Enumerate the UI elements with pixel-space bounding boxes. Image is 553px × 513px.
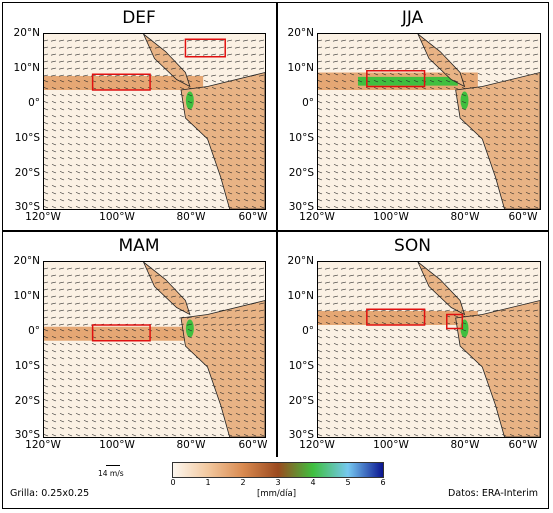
colorbar-unit: [mm/día] <box>257 489 297 499</box>
lon-label-120w: 120°W <box>299 439 335 451</box>
south-america-landmass <box>180 300 265 437</box>
lon-label-120w: 120°W <box>299 211 335 223</box>
panel-divider-vertical <box>276 2 278 457</box>
map-canvas <box>44 262 265 437</box>
lat-label-10n: 10°N <box>287 290 314 302</box>
south-america-landmass <box>455 300 540 437</box>
lat-label-20s: 20°S <box>288 167 314 179</box>
map-mam <box>43 261 266 438</box>
lat-label-20n: 20°N <box>287 27 314 39</box>
lat-label-10n: 10°N <box>287 62 314 74</box>
lat-label-10n: 10°N <box>13 290 40 302</box>
lon-label-80w: 80°W <box>176 439 206 451</box>
colorbar-tick: 6 <box>380 478 386 487</box>
colorbar <box>172 462 384 478</box>
lat-label-10s: 10°S <box>14 360 40 372</box>
lat-label-10s: 10°S <box>288 360 314 372</box>
lon-label-80w: 80°W <box>450 439 480 451</box>
wind-scale-label: 14 m/s <box>98 469 124 478</box>
precipitation-band <box>44 76 204 90</box>
lat-label-0: 0° <box>302 97 314 109</box>
map-canvas <box>318 34 540 209</box>
lon-label-60w: 60°W <box>238 211 268 223</box>
precipitation-band <box>318 311 478 325</box>
lat-label-10s: 10°S <box>14 132 40 144</box>
lat-label-20n: 20°N <box>13 255 40 267</box>
lon-label-100w: 100°W <box>99 211 135 223</box>
grid-note: Grilla: 0.25x0.25 <box>10 488 90 499</box>
lat-label-0: 0° <box>28 325 40 337</box>
lon-label-120w: 120°W <box>25 439 61 451</box>
panel-mam: MAM 20°N 10°N 0° 10°S 20°S 30°S 120°W 10… <box>2 230 276 458</box>
lon-label-80w: 80°W <box>450 211 480 223</box>
panel-title: SON <box>394 236 431 256</box>
colorbar-tick: 2 <box>240 478 246 487</box>
colorbar-tick: 4 <box>310 478 316 487</box>
map-jja <box>317 33 541 210</box>
precipitation-band <box>44 326 204 341</box>
wind-scale-arrow <box>106 465 120 466</box>
lat-label-20s: 20°S <box>14 167 40 179</box>
lon-label-60w: 60°W <box>238 439 268 451</box>
colorbar-tick: 0 <box>170 478 176 487</box>
lat-label-20s: 20°S <box>288 395 314 407</box>
lat-label-30s: 30°S <box>14 201 40 213</box>
map-def <box>43 33 266 210</box>
figure-frame <box>2 2 549 509</box>
lat-label-30s: 30°S <box>288 429 314 441</box>
panel-divider-horizontal <box>2 230 549 232</box>
source-note: Datos: ERA-Interim <box>448 488 538 499</box>
map-canvas <box>44 34 265 209</box>
lon-label-60w: 60°W <box>508 439 538 451</box>
panel-jja: JJA 20°N 10°N 0° 10°S 20°S 30°S 120°W 10… <box>276 2 549 230</box>
panel-title: MAM <box>118 236 160 256</box>
lat-label-20n: 20°N <box>13 27 40 39</box>
south-america-landmass <box>180 72 265 209</box>
lon-label-120w: 120°W <box>25 211 61 223</box>
lat-label-30s: 30°S <box>14 429 40 441</box>
panel-son: SON 20°N 10°N 0° 10°S 20°S 30°S 120°W 10… <box>276 230 549 458</box>
lat-label-20s: 20°S <box>14 395 40 407</box>
lat-label-20n: 20°N <box>287 255 314 267</box>
colorbar-tick: 1 <box>205 478 211 487</box>
map-canvas <box>318 262 540 437</box>
lat-label-30s: 30°S <box>288 201 314 213</box>
lon-label-100w: 100°W <box>99 439 135 451</box>
colorbar-tick: 5 <box>345 478 351 487</box>
lon-label-80w: 80°W <box>176 211 206 223</box>
map-son <box>317 261 541 438</box>
lat-label-0: 0° <box>28 97 40 109</box>
lon-label-100w: 100°W <box>373 439 409 451</box>
colorbar-tick: 3 <box>275 478 281 487</box>
lat-label-10n: 10°N <box>13 62 40 74</box>
panel-def: DEF 20°N 10°N 0° 10°S 20°S 30°S 120°W 10… <box>2 2 276 230</box>
lat-label-10s: 10°S <box>288 132 314 144</box>
south-america-landmass <box>455 72 540 209</box>
panel-title: JJA <box>401 8 424 28</box>
lat-label-0: 0° <box>302 325 314 337</box>
lon-label-100w: 100°W <box>373 211 409 223</box>
lon-label-60w: 60°W <box>508 211 538 223</box>
panel-title: DEF <box>122 8 156 28</box>
